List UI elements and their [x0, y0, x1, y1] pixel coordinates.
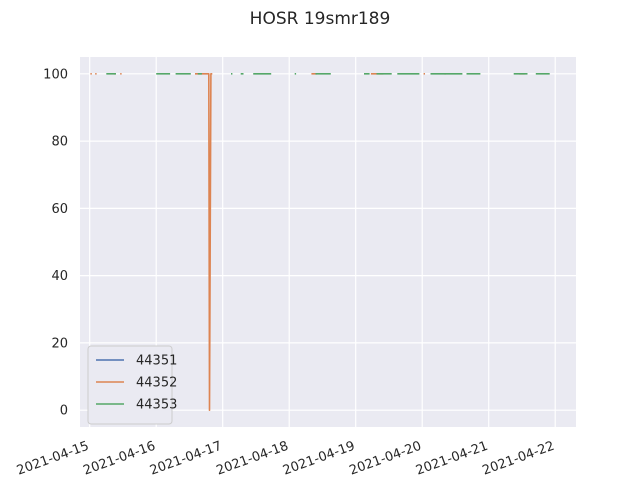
- x-tick-label: 2021-04-20: [347, 439, 423, 479]
- legend-label: 44351: [136, 354, 177, 369]
- x-tick-label: 2021-04-18: [214, 439, 290, 479]
- chart-title: HOSR 19smr189: [250, 9, 391, 29]
- y-tick-label: 40: [51, 269, 68, 284]
- grid: [80, 57, 576, 427]
- x-tick-label: 2021-04-21: [414, 439, 490, 479]
- x-axis-ticks: 2021-04-152021-04-162021-04-172021-04-18…: [15, 439, 557, 479]
- x-tick-label: 2021-04-22: [480, 439, 556, 479]
- legend-label: 44352: [136, 376, 177, 391]
- x-tick-label: 2021-04-17: [148, 439, 224, 479]
- series-line-segment: [195, 73, 213, 412]
- y-tick-label: 0: [60, 404, 68, 419]
- y-axis-ticks: 0 20 40 60 80 100: [43, 67, 68, 418]
- y-tick-label: 20: [51, 336, 68, 351]
- legend-label: 44353: [136, 398, 177, 413]
- y-tick-label: 60: [51, 202, 68, 217]
- y-tick-label: 80: [51, 135, 68, 150]
- legend: 44351 44352 44353: [87, 345, 177, 425]
- y-tick-label: 100: [43, 67, 68, 82]
- x-tick-label: 2021-04-15: [15, 439, 91, 479]
- x-tick-label: 2021-04-16: [81, 439, 157, 479]
- series-layer: [90, 73, 550, 412]
- x-tick-label: 2021-04-19: [281, 439, 357, 479]
